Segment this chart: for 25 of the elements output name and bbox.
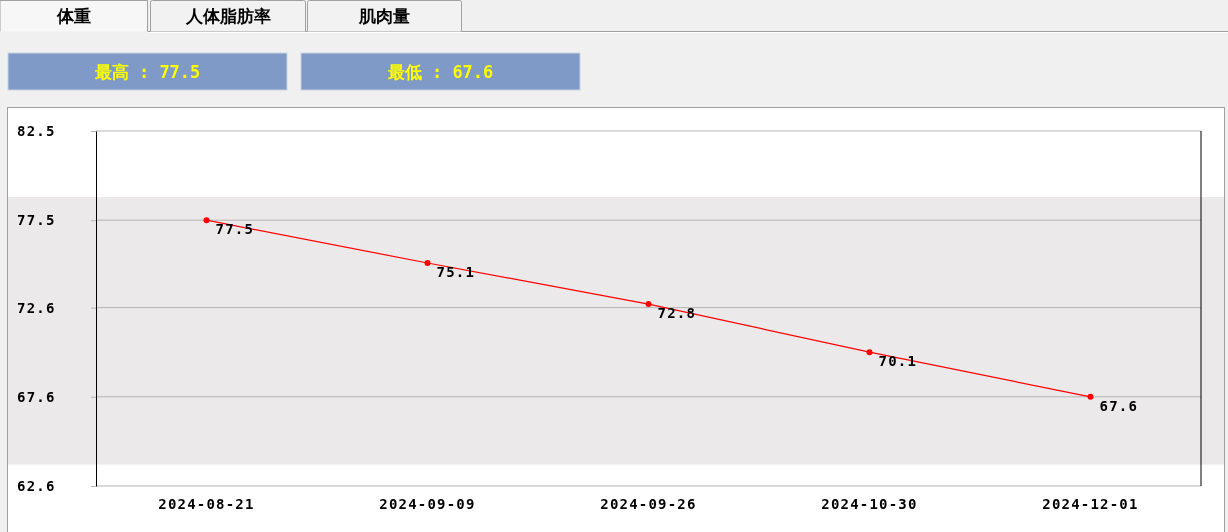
text: 人体脂肪率 [184, 6, 271, 26]
data-label: 72.8 [657, 305, 697, 322]
x-tick-label: 2024-09-26 [600, 496, 697, 512]
y-tick-label: 62.6 [17, 477, 56, 494]
x-tick-label: 2024-09-09 [379, 496, 476, 512]
point [645, 301, 652, 308]
point [1087, 393, 1094, 400]
x-tick-label: 2024-12-01 [1042, 496, 1139, 512]
data-label: 75.1 [436, 264, 476, 281]
y-tick-label: 77.5 [17, 212, 56, 229]
point [203, 217, 210, 224]
data-label: 67.6 [1099, 397, 1139, 414]
y-tick-label: 72.6 [17, 299, 56, 316]
data-label: 70.1 [878, 353, 918, 370]
text: 肌肉量 [358, 6, 410, 26]
point [866, 349, 873, 356]
x-tick-label: 2024-08-21 [158, 496, 255, 512]
y-tick-label: 82.5 [17, 122, 56, 139]
chart-title: 体重 [56, 6, 91, 26]
text: 最低 : 67.6 [386, 62, 494, 82]
x-tick-label: 2024-10-30 [821, 496, 918, 512]
data-label: 77.5 [215, 221, 255, 238]
y-tick-label: 67.6 [17, 388, 56, 405]
point [424, 260, 431, 267]
text: 最高 : 77.5 [93, 62, 201, 82]
